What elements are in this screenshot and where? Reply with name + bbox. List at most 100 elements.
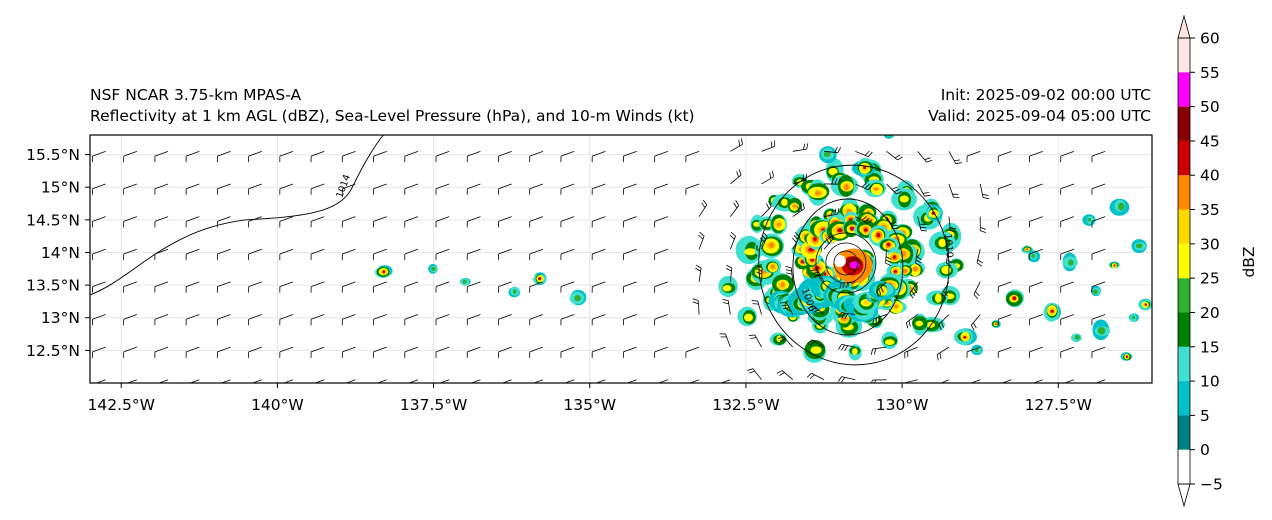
wind-barb xyxy=(282,379,294,383)
reflectivity-cell xyxy=(781,198,788,207)
colorbar-tick-label: 55 xyxy=(1200,64,1220,82)
colorbar-tick-label: 25 xyxy=(1200,270,1220,288)
reflectivity-cell xyxy=(780,282,785,288)
wind-barb xyxy=(997,346,1012,358)
lat-tick-label: 13.5°N xyxy=(26,277,80,295)
wind-barb xyxy=(220,379,231,383)
wind-barb xyxy=(807,339,825,348)
wind-barb xyxy=(838,344,856,351)
isobar-label: 1010 xyxy=(942,233,955,258)
wind-barb xyxy=(123,248,137,261)
reflectivity-cell xyxy=(995,323,997,326)
wind-barb xyxy=(657,379,668,383)
wind-barb xyxy=(310,216,325,228)
reflectivity-cell xyxy=(744,248,757,256)
wind-barb xyxy=(91,150,106,163)
wind-barb xyxy=(345,379,356,383)
wind-barb xyxy=(725,264,733,282)
wind-barb xyxy=(498,346,512,358)
reflectivity-cell xyxy=(815,190,821,196)
reflectivity-cell xyxy=(935,293,942,303)
wind-barb xyxy=(997,314,1012,326)
wind-barb xyxy=(622,281,637,293)
wind-barb xyxy=(404,346,419,358)
wind-barb xyxy=(685,183,700,195)
wind-barb xyxy=(823,233,834,250)
wind-barb xyxy=(341,216,356,228)
wind-barb xyxy=(622,150,637,163)
wind-barb xyxy=(498,216,512,228)
wind-barb xyxy=(435,346,450,358)
longitude-axis: 142.5°W 140°W 137.5°W 135°W 132.5°W 130°W 127.… xyxy=(88,383,1092,414)
wind-barb xyxy=(948,183,960,198)
wind-barb xyxy=(1091,216,1106,228)
wind-barb xyxy=(591,314,606,326)
wind-barb xyxy=(404,150,419,163)
reflectivity-cell xyxy=(849,226,854,231)
colorbar-ticks: −5 0 5 10 15 20 25 30 35 40 45 50 55 60 xyxy=(1190,30,1223,494)
wind-barb xyxy=(248,216,262,228)
colorbar-bin xyxy=(1178,175,1190,210)
colorbar-label: dBZ xyxy=(1240,246,1258,277)
reflectivity-cell xyxy=(1097,326,1106,335)
lon-tick-label: 132.5°W xyxy=(712,396,779,414)
wind-barb xyxy=(498,183,512,195)
wind-barb xyxy=(1060,346,1075,358)
wind-barb xyxy=(185,346,200,358)
wind-barb xyxy=(730,169,742,185)
wind-barb xyxy=(823,146,841,154)
wind-barb xyxy=(185,281,200,293)
wind-barb xyxy=(373,248,387,261)
reflectivity-cell xyxy=(512,289,517,295)
wind-barb xyxy=(695,264,702,282)
reflectivity-cell xyxy=(1031,254,1036,258)
lon-tick-label: 137.5°W xyxy=(400,396,467,414)
isobar-inner xyxy=(833,250,859,276)
colorbar-tick-label: 5 xyxy=(1200,407,1210,425)
isobar-1006 xyxy=(792,198,904,336)
reflectivity-cell xyxy=(837,228,843,233)
wind-barb xyxy=(154,248,169,261)
reflectivity-cell xyxy=(863,228,868,232)
wind-barb xyxy=(997,150,1012,163)
wind-barb xyxy=(751,300,762,315)
colorbar-bins xyxy=(1177,14,1191,508)
wind-barb xyxy=(466,281,481,293)
latitude-axis: 12.5°N 13°N 13.5°N 14°N 14.5°N 15°N 15.5°N xyxy=(26,146,90,360)
reflectivity-cell xyxy=(776,222,782,227)
wind-barb xyxy=(529,281,544,293)
wind-barb xyxy=(435,248,450,261)
lat-tick-label: 15.5°N xyxy=(26,146,80,164)
wind-barb xyxy=(341,248,356,261)
wind-barb xyxy=(279,183,294,195)
wind-barb xyxy=(779,301,794,315)
wind-barb xyxy=(310,281,325,293)
wind-barb xyxy=(591,281,606,293)
reflectivity-cell xyxy=(431,266,436,271)
reflectivity-cell xyxy=(1050,309,1054,313)
wind-barb xyxy=(279,346,294,358)
wind-barb xyxy=(529,183,544,195)
wind-barb xyxy=(185,314,200,326)
wind-barb xyxy=(341,281,356,293)
wind-barb xyxy=(855,216,873,224)
colorbar-bin xyxy=(1178,312,1190,347)
wind-barb xyxy=(1029,216,1043,228)
wind-barb xyxy=(1060,248,1075,261)
reflectivity-cell xyxy=(770,264,775,269)
wind-barb xyxy=(886,151,903,161)
wind-barb xyxy=(720,379,731,383)
wind-barb xyxy=(626,379,637,383)
reflectivity-cell xyxy=(722,285,732,292)
wind-barb xyxy=(654,281,668,293)
reflectivity-cell xyxy=(776,335,782,343)
wind-barb xyxy=(123,216,137,228)
wind-barb xyxy=(373,150,387,163)
wind-barb xyxy=(905,314,918,329)
reflectivity-cell xyxy=(851,348,858,355)
wind-barb xyxy=(729,231,736,250)
reflectivity-cell xyxy=(744,313,753,322)
wind-barb xyxy=(185,183,200,195)
reflectivity-cell xyxy=(899,195,909,203)
